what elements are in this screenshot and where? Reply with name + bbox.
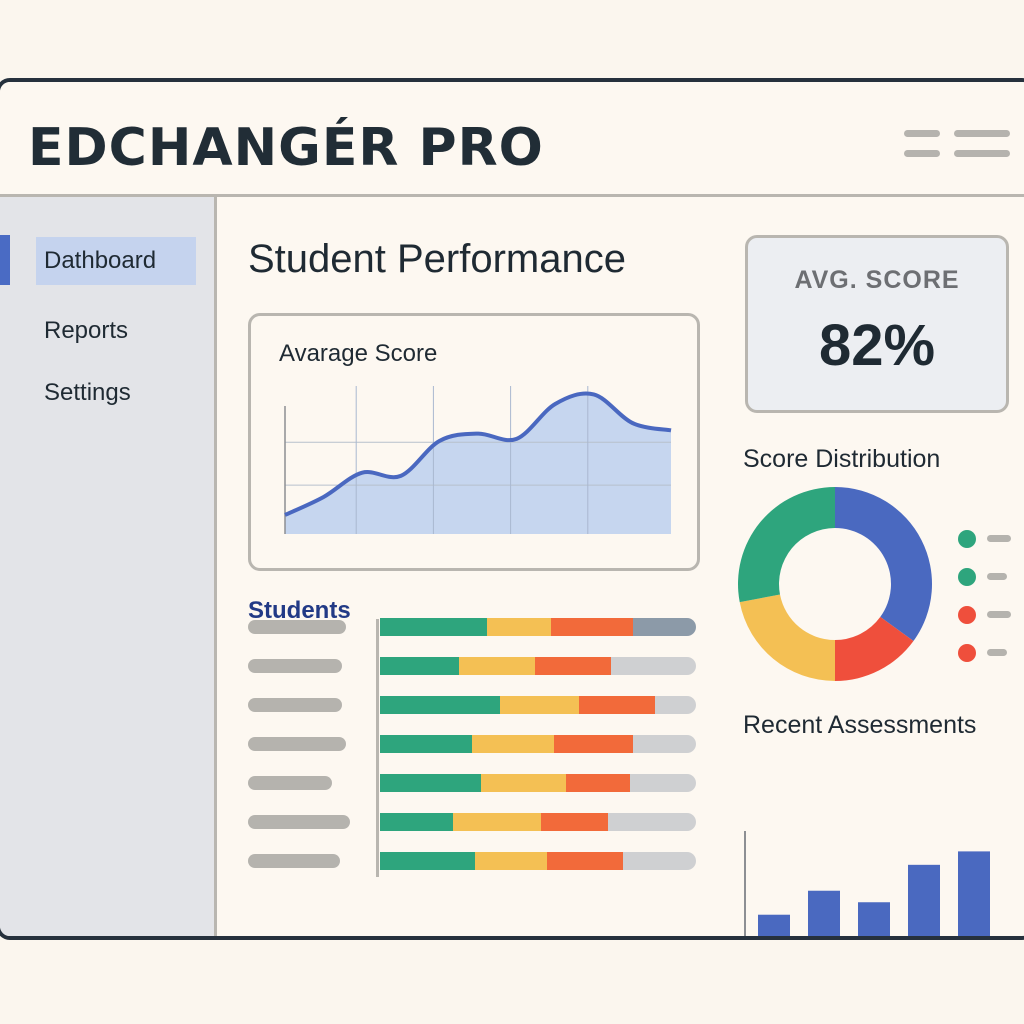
assessment-bar xyxy=(958,851,990,936)
score-segment xyxy=(487,618,551,636)
student-name-placeholder xyxy=(248,854,340,868)
legend-label-placeholder xyxy=(987,573,1007,580)
recent-assessments-chart xyxy=(744,831,990,936)
student-name-placeholder xyxy=(248,815,350,829)
score-segment xyxy=(500,696,580,714)
assessment-bar xyxy=(758,914,790,936)
score-segment xyxy=(380,735,472,753)
avg-score-kpi: AVG. SCORE 82% xyxy=(745,235,1009,413)
menu-icon[interactable] xyxy=(904,130,1014,160)
score-segment xyxy=(610,657,696,675)
student-score-bar xyxy=(380,813,696,831)
score-segment xyxy=(380,774,482,792)
donut-slice xyxy=(739,594,835,681)
average-score-chart xyxy=(284,386,672,534)
score-segment xyxy=(607,813,696,831)
assessment-bar xyxy=(908,864,940,936)
sidebar-item-reports[interactable]: Reports xyxy=(44,317,129,344)
kpi-value: 82% xyxy=(818,313,936,378)
assessment-bar xyxy=(858,902,890,936)
score-segment xyxy=(654,696,696,714)
score-segment xyxy=(629,774,696,792)
students-title: Students xyxy=(248,597,351,624)
donut-slice xyxy=(835,616,914,681)
legend-label-placeholder xyxy=(987,535,1011,542)
student-score-bar xyxy=(380,852,696,870)
main-content: Student Performance Avarage Score AVG. S… xyxy=(218,197,1024,936)
donut-slice xyxy=(835,487,932,642)
kpi-label: AVG. SCORE xyxy=(794,266,960,294)
distribution-title: Score Distribution xyxy=(743,445,941,473)
assessment-bar xyxy=(808,890,840,936)
active-indicator xyxy=(0,235,10,285)
student-name-placeholder xyxy=(248,659,342,673)
score-segment xyxy=(553,735,633,753)
score-segment xyxy=(380,852,475,870)
student-name-placeholder xyxy=(248,776,332,790)
score-segment xyxy=(541,813,608,831)
score-segment xyxy=(481,774,567,792)
score-segment xyxy=(632,618,696,636)
score-segment xyxy=(632,735,696,753)
score-segment xyxy=(380,657,459,675)
legend-marker xyxy=(958,568,976,586)
app-window: EDCHANGÉR PRO Dathboard Reports Settings… xyxy=(0,78,1024,940)
legend-label-placeholder xyxy=(987,649,1007,656)
app-header: EDCHANGÉR PRO xyxy=(0,82,1024,197)
score-segment xyxy=(534,657,611,675)
legend-marker xyxy=(958,606,976,624)
line-chart-title: Avarage Score xyxy=(279,340,438,367)
legend-marker xyxy=(958,530,976,548)
score-segment xyxy=(579,696,655,714)
student-score-bar xyxy=(380,657,696,675)
score-segment xyxy=(380,696,501,714)
score-segment xyxy=(471,735,554,753)
score-segment xyxy=(550,618,633,636)
score-segment xyxy=(380,618,488,636)
legend-marker xyxy=(958,644,976,662)
score-segment xyxy=(452,813,542,831)
recent-assessments-title: Recent Assessments xyxy=(743,711,977,739)
page-title: Student Performance xyxy=(248,237,626,281)
student-name-placeholder xyxy=(248,737,346,751)
score-segment xyxy=(459,657,535,675)
sidebar: Dathboard Reports Settings xyxy=(0,197,217,936)
average-score-card: Avarage Score xyxy=(248,313,700,571)
student-score-bar xyxy=(380,618,696,636)
score-segment xyxy=(566,774,630,792)
area-fill xyxy=(285,393,671,534)
score-segment xyxy=(380,813,453,831)
score-segment xyxy=(623,852,696,870)
legend-label-placeholder xyxy=(987,611,1011,618)
donut-slice xyxy=(738,487,835,603)
students-axis xyxy=(376,619,379,877)
sidebar-item-dashboard[interactable]: Dathboard xyxy=(36,237,196,285)
score-segment xyxy=(474,852,548,870)
student-name-placeholder xyxy=(248,620,346,634)
score-segment xyxy=(547,852,624,870)
student-score-bar xyxy=(380,774,696,792)
student-score-bar xyxy=(380,696,696,714)
app-title: EDCHANGÉR PRO xyxy=(28,118,544,178)
sidebar-item-settings[interactable]: Settings xyxy=(44,379,131,406)
student-score-bar xyxy=(380,735,696,753)
score-distribution-chart xyxy=(738,487,1011,681)
student-name-placeholder xyxy=(248,698,342,712)
